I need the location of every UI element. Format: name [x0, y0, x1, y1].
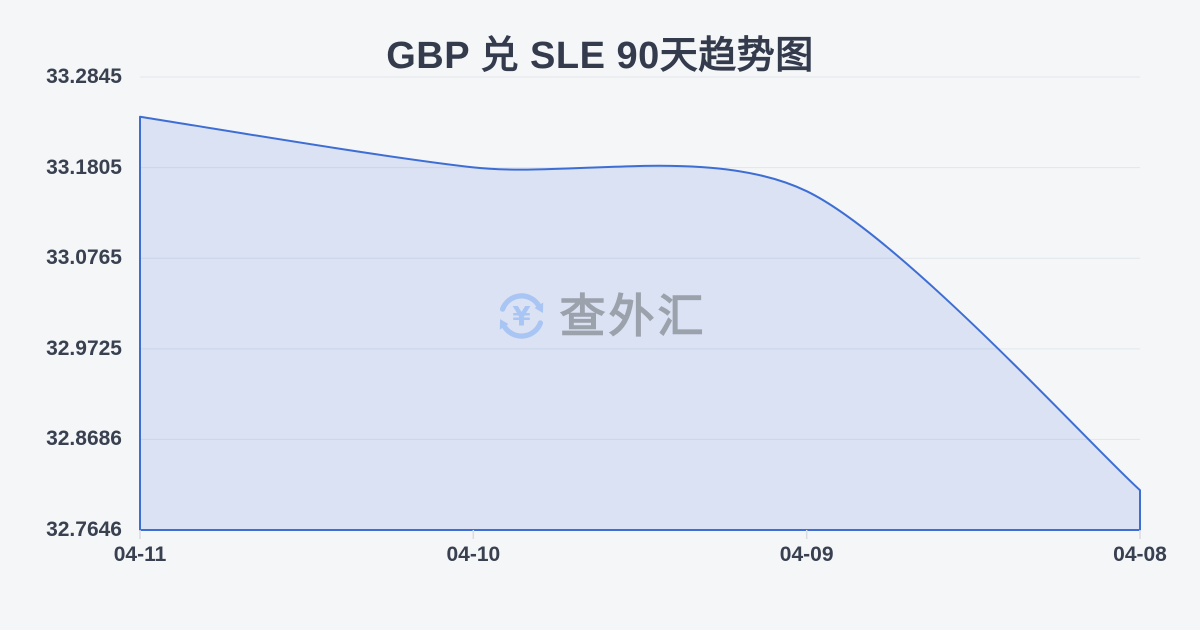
y-axis-tick-label: 32.9725 [46, 336, 122, 360]
y-axis-tick-label: 33.2845 [46, 65, 122, 88]
x-axis-tick-label: 04-10 [446, 543, 501, 566]
y-axis-tick-label: 32.8686 [46, 427, 122, 451]
y-axis-tick-label: 32.7646 [46, 518, 122, 541]
y-axis-tick-label: 33.1805 [46, 155, 122, 179]
chart-title: GBP 兑 SLE 90天趋势图 [386, 35, 814, 77]
x-axis-tick-label: 04-11 [113, 543, 167, 566]
x-axis-tick-label: 04-09 [779, 543, 834, 566]
x-axis-tick-label: 04-08 [1113, 543, 1167, 566]
x-axis-ticks [139, 530, 1141, 539]
y-axis-tick-label: 33.0765 [46, 246, 122, 270]
area-series [139, 115, 1141, 531]
